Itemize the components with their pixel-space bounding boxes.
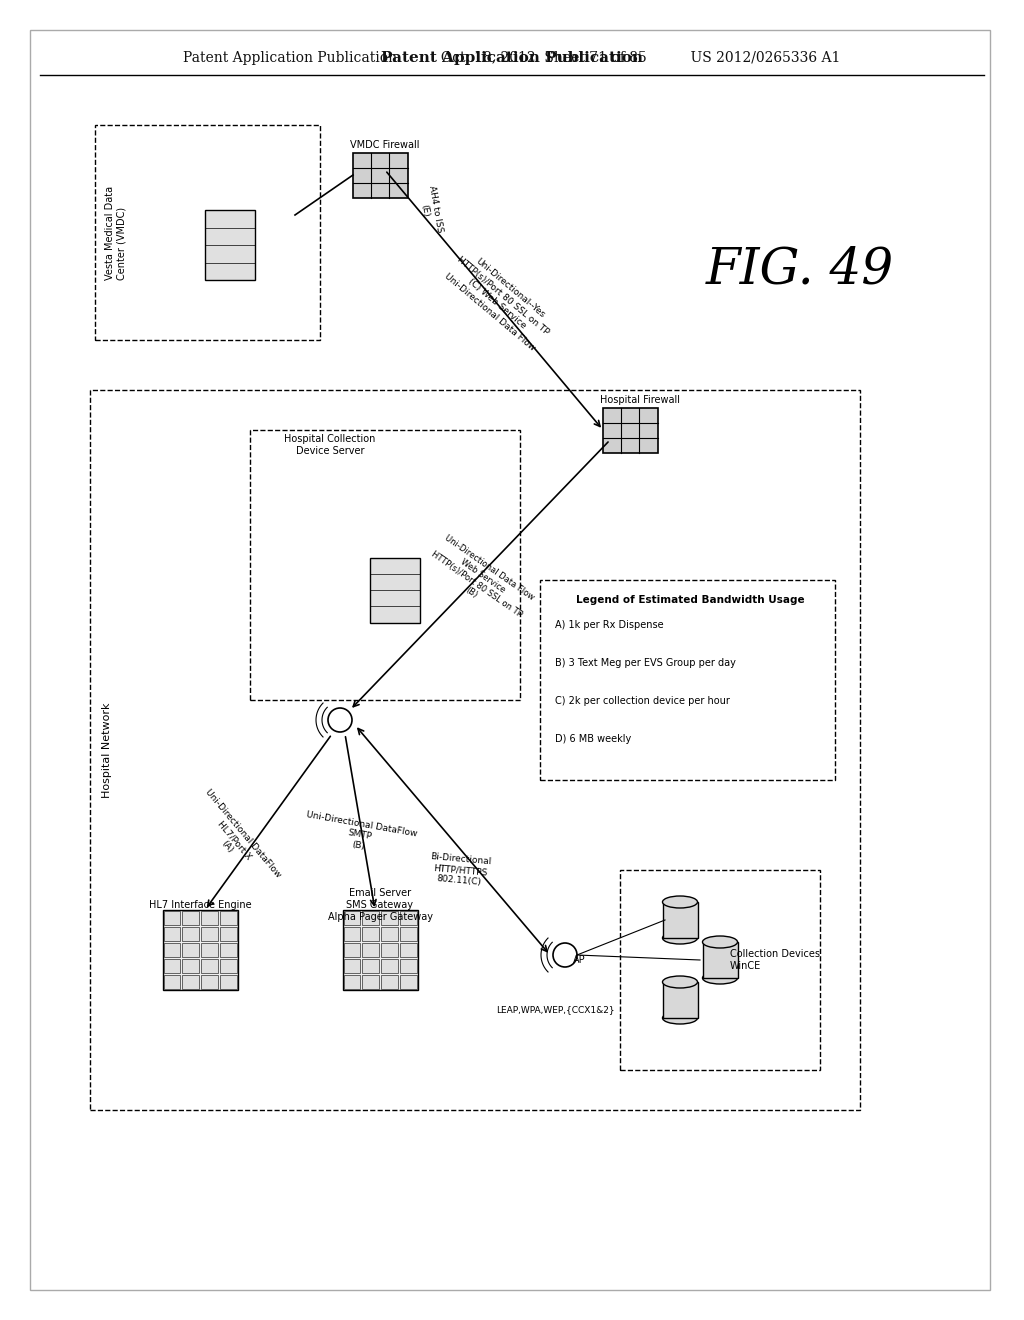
Bar (399, 911, 417, 925)
Text: D) 6 MB weekly: D) 6 MB weekly (555, 734, 631, 744)
Ellipse shape (663, 975, 697, 987)
Bar (201, 975, 218, 989)
Bar (399, 927, 417, 941)
Bar (343, 942, 360, 957)
Bar (343, 927, 360, 941)
Text: Uni-Directional Data Flow
Web Service
HTTP(s)/Port 80 SSL on TP
(B): Uni-Directional Data Flow Web Service HT… (424, 532, 537, 627)
Bar (381, 960, 397, 973)
Bar (201, 927, 218, 941)
Text: Hospital Firewall: Hospital Firewall (600, 395, 680, 405)
Text: B) 3 Text Meg per EVS Group per day: B) 3 Text Meg per EVS Group per day (555, 657, 736, 668)
Text: Uni-Directional--Yes
HTTP(s)/Port 80 SSL on TP
(C) Web Service
Uni-Directional D: Uni-Directional--Yes HTTP(s)/Port 80 SSL… (442, 247, 558, 352)
Bar (362, 975, 379, 989)
Bar (663, 902, 697, 939)
Bar (343, 975, 360, 989)
FancyBboxPatch shape (163, 909, 238, 990)
Bar (164, 975, 180, 989)
Bar (381, 942, 397, 957)
Text: FIG. 49: FIG. 49 (706, 246, 894, 294)
Text: LEAP,WPA,WEP,{CCX1&2}: LEAP,WPA,WEP,{CCX1&2} (496, 1006, 614, 1015)
Bar (95, 125, 319, 341)
Bar (90, 389, 860, 1110)
Bar (399, 975, 417, 989)
Bar (381, 975, 397, 989)
Bar (182, 911, 199, 925)
Text: Hospital Collection
Device Server: Hospital Collection Device Server (285, 434, 376, 455)
Text: HL7 Interface Engine: HL7 Interface Engine (148, 900, 251, 909)
Bar (381, 911, 397, 925)
Bar (362, 911, 379, 925)
Text: AP: AP (573, 954, 586, 965)
Ellipse shape (702, 936, 737, 948)
Bar (220, 911, 237, 925)
FancyBboxPatch shape (342, 909, 418, 990)
Bar (201, 960, 218, 973)
Bar (399, 942, 417, 957)
Text: AH4 to ISS
(E): AH4 to ISS (E) (417, 185, 443, 235)
Bar (164, 960, 180, 973)
Text: VMDC Firewall: VMDC Firewall (350, 140, 420, 150)
Bar (399, 960, 417, 973)
Bar (201, 911, 218, 925)
Bar (164, 911, 180, 925)
Text: Bi-Directional
HTTP/HTTPS
802.11(C): Bi-Directional HTTP/HTTPS 802.11(C) (428, 853, 492, 887)
FancyBboxPatch shape (602, 408, 657, 453)
Bar (182, 975, 199, 989)
Bar (343, 911, 360, 925)
Text: Patent Application Publication: Patent Application Publication (381, 51, 643, 65)
Bar (362, 927, 379, 941)
Bar (343, 960, 360, 973)
Bar (362, 942, 379, 957)
Bar (164, 942, 180, 957)
Text: Email Server
SMS Gateway
Alpha Pager Gateway: Email Server SMS Gateway Alpha Pager Gat… (328, 888, 432, 921)
Bar (182, 942, 199, 957)
Bar (220, 942, 237, 957)
Text: A) 1k per Rx Dispense: A) 1k per Rx Dispense (555, 620, 664, 630)
Bar (220, 960, 237, 973)
Bar (540, 579, 835, 780)
Text: Hospital Network: Hospital Network (102, 702, 112, 797)
Bar (362, 960, 379, 973)
Text: Patent Application Publication          Oct. 18, 2012  Sheet 71 of 85          U: Patent Application Publication Oct. 18, … (183, 51, 841, 65)
FancyBboxPatch shape (352, 153, 408, 198)
Ellipse shape (663, 896, 697, 908)
Text: Legend of Estimated Bandwidth Usage: Legend of Estimated Bandwidth Usage (575, 595, 804, 605)
Text: Uni-Directional DataFlow
HL7/Port X
(A): Uni-Directional DataFlow HL7/Port X (A) (187, 788, 283, 892)
Bar (250, 430, 520, 700)
Bar (220, 927, 237, 941)
Text: Vesta Medical Data
Center (VMDC): Vesta Medical Data Center (VMDC) (105, 185, 127, 280)
Bar (164, 927, 180, 941)
Bar (381, 927, 397, 941)
Bar (620, 870, 820, 1071)
Ellipse shape (702, 972, 737, 983)
Bar (201, 942, 218, 957)
Bar (182, 960, 199, 973)
FancyBboxPatch shape (205, 210, 255, 280)
Text: Uni-Directional DataFlow
SMTP
(B): Uni-Directional DataFlow SMTP (B) (302, 810, 418, 859)
Bar (663, 982, 697, 1018)
Ellipse shape (663, 1012, 697, 1024)
Text: Collection Devices
WinCE: Collection Devices WinCE (730, 949, 820, 970)
Ellipse shape (663, 932, 697, 944)
FancyBboxPatch shape (370, 557, 420, 623)
Text: C) 2k per collection device per hour: C) 2k per collection device per hour (555, 696, 730, 706)
Bar (702, 942, 737, 978)
Bar (220, 975, 237, 989)
Bar (182, 927, 199, 941)
